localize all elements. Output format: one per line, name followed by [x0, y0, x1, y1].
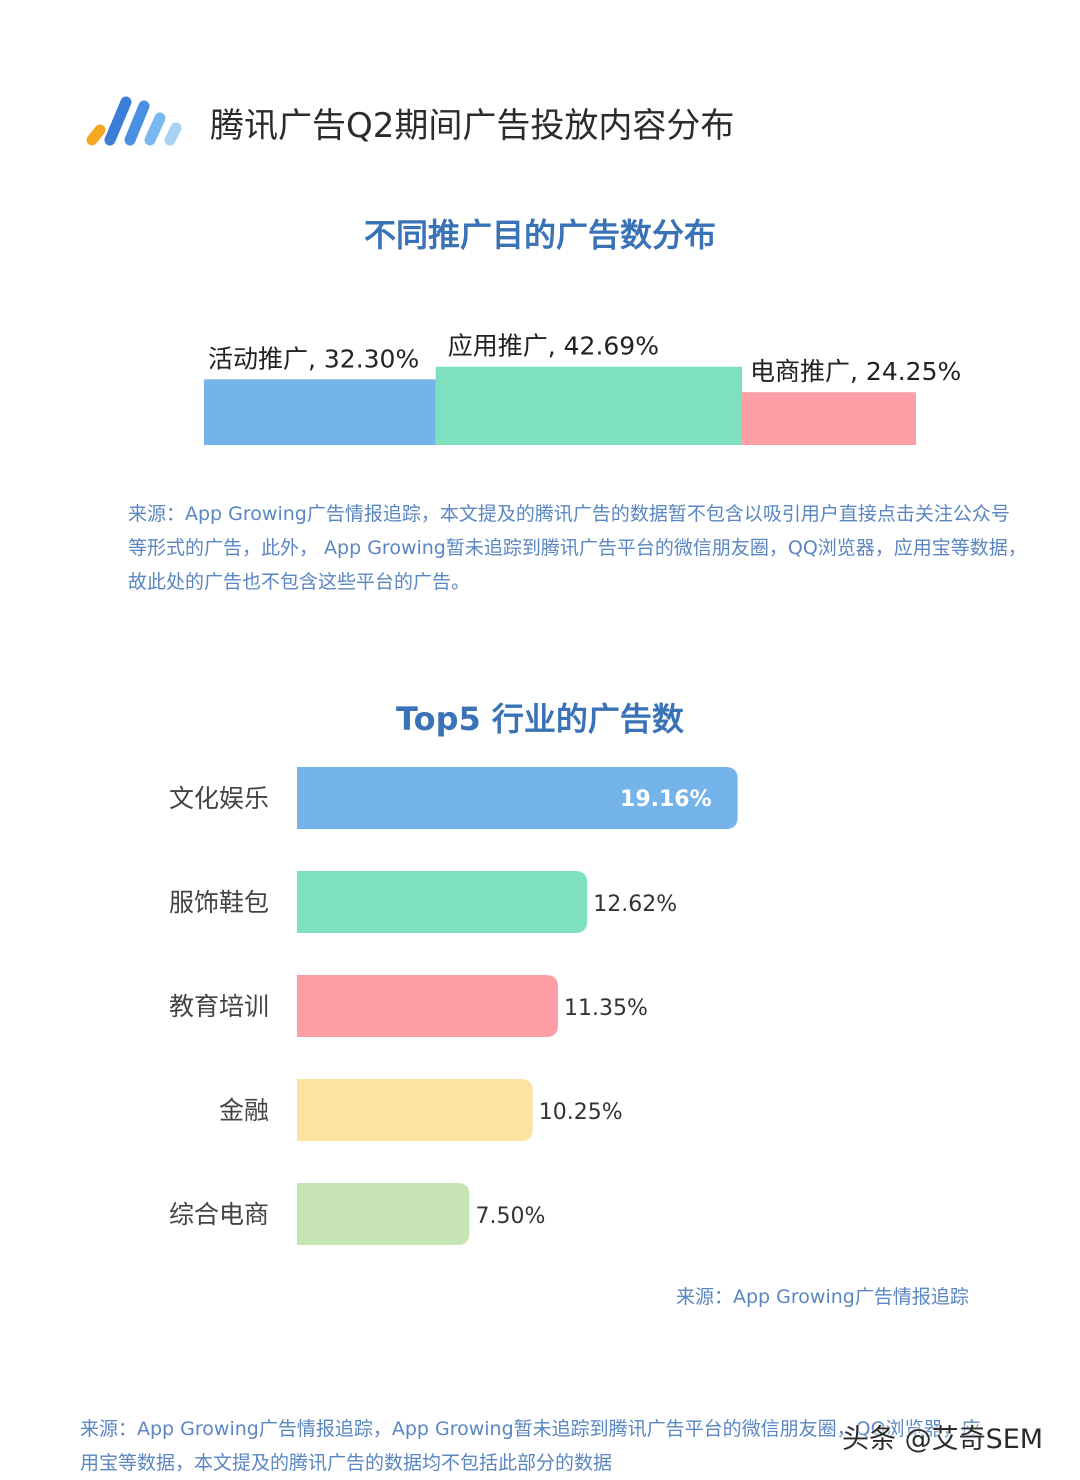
- bar: [297, 1183, 470, 1245]
- category-label: 文化娱乐: [169, 784, 269, 813]
- stacked-bar-chart: 活动推广, 32.30% 应用推广, 42.69% 电商推广, 24.25%: [204, 332, 961, 445]
- segment-label: 活动推广, 32.30%: [208, 344, 419, 373]
- horizontal-bar-chart: 文化娱乐 19.16% 服饰鞋包 12.62% 教育培训 11.35% 金融 10.25% 综合…: [169, 767, 738, 1245]
- chart1-source-note: 来源：App Growing广告情报追踪，本文提及的腾讯广告的数据暂不包含以吸引…: [128, 497, 1028, 599]
- value-label: 11.35%: [564, 996, 648, 1021]
- value-label: 19.16%: [620, 787, 712, 812]
- bar: [297, 975, 559, 1037]
- app-growing-logo-icon: [86, 96, 182, 146]
- note-line: 等形式的广告，此外， App Growing暂未追踪到腾讯广告平台的微信朋友圈，…: [128, 537, 1027, 559]
- category-label: 综合电商: [169, 1200, 269, 1229]
- note-line: 来源：App Growing广告情报追踪，本文提及的腾讯广告的数据暂不包含以吸引…: [128, 503, 1010, 525]
- note-line: 来源：App Growing广告情报追踪，App Growing暂未追踪到腾讯广…: [80, 1418, 981, 1440]
- segment-label: 电商推广, 24.25%: [750, 357, 961, 386]
- chart1-title: 不同推广目的广告数分布: [363, 216, 716, 254]
- segment-label: 应用推广, 42.69%: [448, 332, 659, 361]
- value-label: 12.62%: [593, 892, 677, 917]
- value-label: 10.25%: [539, 1100, 623, 1125]
- chart2-title: Top5 行业的广告数: [396, 700, 684, 738]
- category-label: 金融: [219, 1096, 269, 1125]
- category-label: 教育培训: [169, 992, 269, 1021]
- note-line: 用宝等数据，本文提及的腾讯广告的数据均不包括此部分的数据: [80, 1452, 613, 1474]
- stacked-bar-segment: [742, 392, 916, 445]
- bar: [297, 871, 588, 933]
- category-label: 服饰鞋包: [169, 888, 269, 917]
- note-line: 故此处的广告也不包含这些平台的广告。: [128, 571, 471, 593]
- page-title: 腾讯广告Q2期间广告投放内容分布: [210, 106, 735, 146]
- bar: [297, 1079, 533, 1141]
- footer-note: 来源：App Growing广告情报追踪，App Growing暂未追踪到腾讯广…: [80, 1412, 1040, 1480]
- stacked-bar-segment: [435, 366, 743, 445]
- value-label: 7.50%: [476, 1204, 546, 1229]
- bar: [297, 767, 738, 829]
- watermark: 头条 @艾奇SEM: [842, 1424, 1044, 1455]
- chart2-source: 来源：App Growing广告情报追踪: [676, 1286, 969, 1308]
- stacked-bar-segment: [204, 379, 436, 445]
